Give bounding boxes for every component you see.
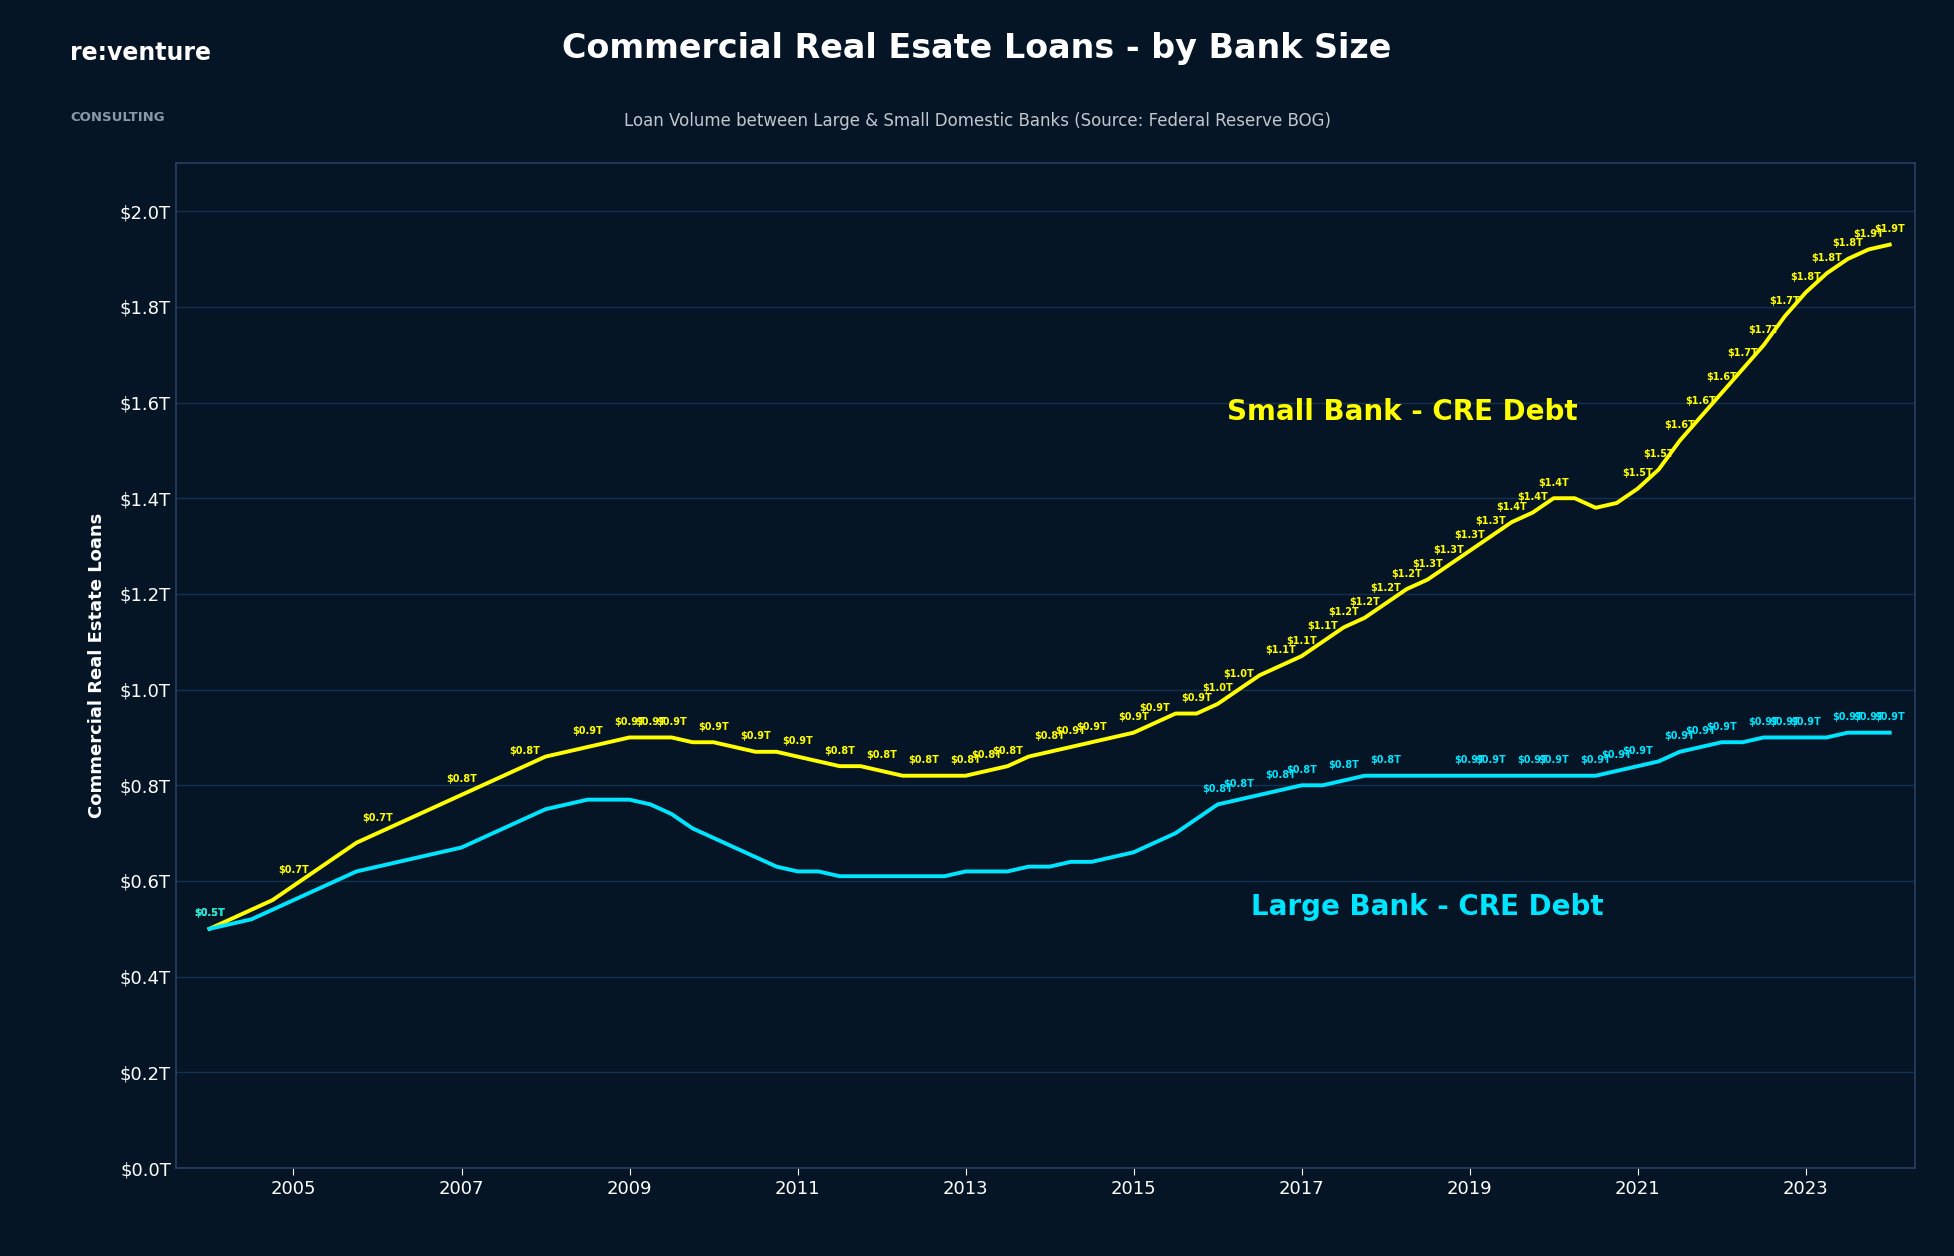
Text: $0.9T: $0.9T xyxy=(782,736,813,746)
Text: $1.6T: $1.6T xyxy=(1706,373,1737,382)
Text: $0.8T: $0.8T xyxy=(1329,760,1360,770)
Text: $0.9T: $0.9T xyxy=(698,722,729,732)
Text: $0.9T: $0.9T xyxy=(1139,702,1170,712)
Text: $0.8T: $0.8T xyxy=(1223,779,1254,789)
Text: $0.9T: $0.9T xyxy=(1622,746,1653,756)
Text: $0.8T: $0.8T xyxy=(1202,784,1233,794)
Text: $0.9T: $0.9T xyxy=(1684,726,1716,736)
Text: $0.9T: $0.9T xyxy=(573,726,604,736)
Text: $1.2T: $1.2T xyxy=(1391,569,1423,579)
Text: Large Bank - CRE Debt: Large Bank - CRE Debt xyxy=(1251,893,1604,922)
Text: $0.9T: $0.9T xyxy=(614,717,645,727)
Text: $0.9T: $0.9T xyxy=(741,731,772,741)
Text: $0.9T: $0.9T xyxy=(1874,712,1905,722)
Text: Commercial Real Esate Loans - by Bank Size: Commercial Real Esate Loans - by Bank Si… xyxy=(563,31,1391,65)
Text: CONSULTING: CONSULTING xyxy=(70,111,164,124)
Text: $0.9T: $0.9T xyxy=(1790,717,1821,727)
Text: $0.8T: $0.8T xyxy=(1264,770,1296,780)
Text: $1.3T: $1.3T xyxy=(1434,545,1464,555)
Text: $1.2T: $1.2T xyxy=(1370,583,1401,593)
Text: $0.9T: $0.9T xyxy=(1665,731,1694,741)
Text: $0.9T: $0.9T xyxy=(1077,722,1108,732)
Text: Loan Volume between Large & Small Domestic Banks (Source: Federal Reserve BOG): Loan Volume between Large & Small Domest… xyxy=(623,112,1331,129)
Text: $0.9T: $0.9T xyxy=(635,717,666,727)
Text: $1.8T: $1.8T xyxy=(1790,273,1821,281)
Text: $1.3T: $1.3T xyxy=(1475,516,1507,526)
Text: $0.9T: $0.9T xyxy=(1600,750,1632,760)
Text: $1.4T: $1.4T xyxy=(1538,477,1569,487)
Text: $0.9T: $0.9T xyxy=(1833,712,1862,722)
Text: $0.8T: $0.8T xyxy=(971,750,1002,760)
Text: re:venture: re:venture xyxy=(70,40,211,65)
Text: $0.9T: $0.9T xyxy=(1518,755,1548,765)
Text: $0.9T: $0.9T xyxy=(1706,722,1737,732)
Text: $1.1T: $1.1T xyxy=(1286,636,1317,646)
Text: $1.9T: $1.9T xyxy=(1852,229,1884,239)
Text: $1.5T: $1.5T xyxy=(1622,468,1653,479)
Text: $1.9T: $1.9T xyxy=(1874,224,1905,234)
Text: $1.7T: $1.7T xyxy=(1768,296,1800,306)
Text: $1.2T: $1.2T xyxy=(1329,607,1360,617)
Text: $0.8T: $0.8T xyxy=(446,775,477,784)
Text: $0.9T: $0.9T xyxy=(1118,712,1149,722)
Text: $0.5T: $0.5T xyxy=(193,908,225,918)
Text: $0.8T: $0.8T xyxy=(1370,755,1401,765)
Text: $0.9T: $0.9T xyxy=(1581,755,1610,765)
Text: $0.9T: $0.9T xyxy=(1538,755,1569,765)
Text: $1.7T: $1.7T xyxy=(1749,324,1778,334)
Text: $1.1T: $1.1T xyxy=(1266,646,1296,656)
Text: $1.3T: $1.3T xyxy=(1413,559,1442,569)
Text: $0.8T: $0.8T xyxy=(993,746,1024,756)
Text: $1.0T: $1.0T xyxy=(1223,669,1254,679)
Text: $0.5T: $0.5T xyxy=(193,908,225,918)
Text: $0.9T: $0.9T xyxy=(1055,726,1086,736)
Text: $0.7T: $0.7T xyxy=(277,865,309,875)
Text: $0.9T: $0.9T xyxy=(657,717,688,727)
Text: $1.7T: $1.7T xyxy=(1727,348,1759,358)
Text: $1.0T: $1.0T xyxy=(1202,683,1233,693)
Text: $1.8T: $1.8T xyxy=(1811,252,1843,263)
Text: $0.7T: $0.7T xyxy=(361,813,393,823)
Text: $0.8T: $0.8T xyxy=(1286,765,1317,775)
Text: $0.8T: $0.8T xyxy=(825,746,856,756)
Text: Small Bank - CRE Debt: Small Bank - CRE Debt xyxy=(1227,398,1577,426)
Text: $0.8T: $0.8T xyxy=(1034,731,1065,741)
Text: $0.9T: $0.9T xyxy=(1749,717,1778,727)
Text: $1.5T: $1.5T xyxy=(1643,448,1675,458)
Text: $1.6T: $1.6T xyxy=(1665,421,1694,431)
Y-axis label: Commercial Real Estate Loans: Commercial Real Estate Loans xyxy=(88,512,106,819)
Text: $1.2T: $1.2T xyxy=(1350,598,1380,608)
Text: $1.1T: $1.1T xyxy=(1307,622,1338,632)
Text: $0.9T: $0.9T xyxy=(1852,712,1884,722)
Text: $1.4T: $1.4T xyxy=(1518,492,1548,502)
Text: $1.3T: $1.3T xyxy=(1454,530,1485,540)
Text: $0.8T: $0.8T xyxy=(950,755,981,765)
Text: $0.9T: $0.9T xyxy=(1768,717,1800,727)
Text: $0.9T: $0.9T xyxy=(1182,693,1211,703)
Text: $0.9T: $0.9T xyxy=(1475,755,1507,765)
Text: $1.4T: $1.4T xyxy=(1497,501,1526,511)
Text: $0.8T: $0.8T xyxy=(510,746,539,756)
Text: $0.8T: $0.8T xyxy=(866,750,897,760)
Text: $1.8T: $1.8T xyxy=(1833,239,1864,249)
Text: $0.8T: $0.8T xyxy=(909,755,940,765)
Text: $0.9T: $0.9T xyxy=(1454,755,1485,765)
Text: $1.6T: $1.6T xyxy=(1684,397,1716,407)
